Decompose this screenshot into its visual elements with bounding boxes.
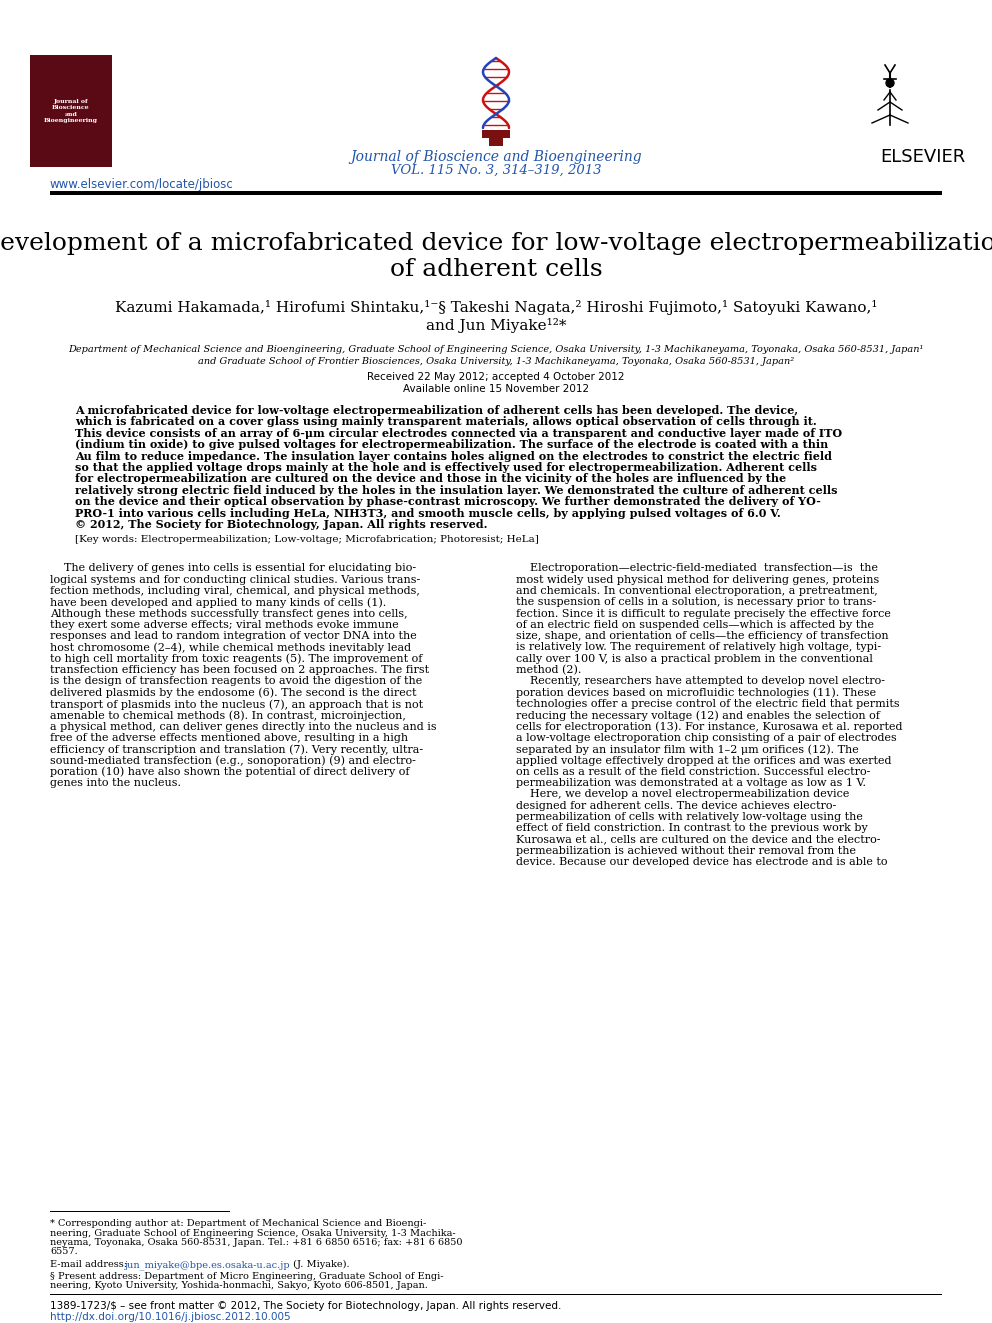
Text: E-mail address:: E-mail address: [50,1259,130,1269]
Text: fection methods, including viral, chemical, and physical methods,: fection methods, including viral, chemic… [50,586,420,595]
Text: so that the applied voltage drops mainly at the hole and is effectively used for: so that the applied voltage drops mainly… [75,462,817,474]
Text: VOL. 115 No. 3, 314–319, 2013: VOL. 115 No. 3, 314–319, 2013 [391,164,601,177]
Text: delivered plasmids by the endosome (6). The second is the direct: delivered plasmids by the endosome (6). … [50,688,417,699]
Text: poration devices based on microfluidic technologies (11). These: poration devices based on microfluidic t… [516,688,876,699]
Text: permeabilization was demonstrated at a voltage as low as 1 V.: permeabilization was demonstrated at a v… [516,778,866,789]
Text: ELSEVIER: ELSEVIER [880,148,965,165]
Text: www.elsevier.com/locate/jbiosc: www.elsevier.com/locate/jbiosc [50,179,234,191]
Text: Development of a microfabricated device for low-voltage electropermeabilization: Development of a microfabricated device … [0,232,992,255]
Text: responses and lead to random integration of vector DNA into the: responses and lead to random integration… [50,631,417,642]
Text: Department of Mechanical Science and Bioengineering, Graduate School of Engineer: Department of Mechanical Science and Bio… [68,345,924,355]
Text: have been developed and applied to many kinds of cells (1).: have been developed and applied to many … [50,597,386,607]
Text: of an electric field on suspended cells—which is affected by the: of an electric field on suspended cells—… [516,620,874,630]
Text: cells for electroporation (13). For instance, Kurosawa et al. reported: cells for electroporation (13). For inst… [516,721,903,732]
Text: device. Because our developed device has electrode and is able to: device. Because our developed device has… [516,857,888,867]
Text: 1389-1723/$ – see front matter © 2012, The Society for Biotechnology, Japan. All: 1389-1723/$ – see front matter © 2012, T… [50,1301,561,1311]
Text: and chemicals. In conventional electroporation, a pretreatment,: and chemicals. In conventional electropo… [516,586,878,595]
Text: Available online 15 November 2012: Available online 15 November 2012 [403,384,589,394]
Text: poration (10) have also shown the potential of direct delivery of: poration (10) have also shown the potent… [50,767,410,778]
Text: permeabilization is achieved without their removal from the: permeabilization is achieved without the… [516,845,856,856]
Bar [30,56,112,167]
Text: technologies offer a precise control of the electric field that permits: technologies offer a precise control of … [516,699,900,709]
Text: The delivery of genes into cells is essential for elucidating bio-: The delivery of genes into cells is esse… [50,564,416,573]
Text: for electropermeabilization are cultured on the device and those in the vicinity: for electropermeabilization are cultured… [75,474,786,484]
Text: free of the adverse effects mentioned above, resulting in a high: free of the adverse effects mentioned ab… [50,733,408,744]
Text: a low-voltage electroporation chip consisting of a pair of electrodes: a low-voltage electroporation chip consi… [516,733,897,744]
Text: Kurosawa et al., cells are cultured on the device and the electro-: Kurosawa et al., cells are cultured on t… [516,835,881,844]
Text: on the device and their optical observation by phase-contrast microscopy. We fur: on the device and their optical observat… [75,496,820,507]
Bar [482,130,510,138]
Text: size, shape, and orientation of cells—the efficiency of transfection: size, shape, and orientation of cells—th… [516,631,889,642]
Bar [50,191,942,194]
Text: neering, Kyoto University, Yoshida-honmachi, Sakyo, Kyoto 606-8501, Japan.: neering, Kyoto University, Yoshida-honma… [50,1282,428,1290]
Text: to high cell mortality from toxic reagents (5). The improvement of: to high cell mortality from toxic reagen… [50,654,423,664]
Text: they exert some adverse effects; viral methods evoke immune: they exert some adverse effects; viral m… [50,620,399,630]
Text: separated by an insulator film with 1–2 μm orifices (12). The: separated by an insulator film with 1–2 … [516,745,859,754]
Text: on cells as a result of the field constriction. Successful electro-: on cells as a result of the field constr… [516,767,870,777]
Text: Electroporation—electric-field-mediated  transfection—is  the: Electroporation—electric-field-mediated … [516,564,878,573]
Bar [489,138,503,146]
Text: Recently, researchers have attempted to develop novel electro-: Recently, researchers have attempted to … [516,676,885,687]
Text: effect of field constriction. In contrast to the previous work by: effect of field constriction. In contras… [516,823,868,833]
Text: relatively strong electric field induced by the holes in the insulation layer. W: relatively strong electric field induced… [75,484,837,496]
Text: neering, Graduate School of Engineering Science, Osaka University, 1-3 Machika-: neering, Graduate School of Engineering … [50,1229,455,1237]
Text: cally over 100 V, is also a practical problem in the conventional: cally over 100 V, is also a practical pr… [516,654,873,664]
Text: § Present address: Department of Micro Engineering, Graduate School of Engi-: § Present address: Department of Micro E… [50,1271,443,1281]
Text: This device consists of an array of 6-μm circular electrodes connected via a tra: This device consists of an array of 6-μm… [75,427,842,439]
Text: Journal of
Bioscience
and
Bioengineering: Journal of Bioscience and Bioengineering [44,99,98,123]
Text: is relatively low. The requirement of relatively high voltage, typi-: is relatively low. The requirement of re… [516,643,881,652]
Text: PRO-1 into various cells including HeLa, NIH3T3, and smooth muscle cells, by app: PRO-1 into various cells including HeLa,… [75,508,781,519]
Text: a physical method, can deliver genes directly into the nucleus and is: a physical method, can deliver genes dir… [50,721,436,732]
Text: A microfabricated device for low-voltage electropermeabilization of adherent cel: A microfabricated device for low-voltage… [75,405,799,415]
Text: reducing the necessary voltage (12) and enables the selection of: reducing the necessary voltage (12) and … [516,710,880,721]
Text: applied voltage effectively dropped at the orifices and was exerted: applied voltage effectively dropped at t… [516,755,892,766]
Text: which is fabricated on a cover glass using mainly transparent materials, allows : which is fabricated on a cover glass usi… [75,417,816,427]
Text: neyama, Toyonaka, Osaka 560-8531, Japan. Tel.: +81 6 6850 6516; fax: +81 6 6850: neyama, Toyonaka, Osaka 560-8531, Japan.… [50,1238,462,1248]
Circle shape [886,79,894,87]
Text: and Graduate School of Frontier Biosciences, Osaka University, 1-3 Machikaneyama: and Graduate School of Frontier Bioscien… [198,357,794,366]
Text: sound-mediated transfection (e.g., sonoporation) (9) and electro-: sound-mediated transfection (e.g., sonop… [50,755,416,766]
Text: © 2012, The Society for Biotechnology, Japan. All rights reserved.: © 2012, The Society for Biotechnology, J… [75,519,487,531]
Text: Received 22 May 2012; accepted 4 October 2012: Received 22 May 2012; accepted 4 October… [367,372,625,382]
Text: http://dx.doi.org/10.1016/j.jbiosc.2012.10.005: http://dx.doi.org/10.1016/j.jbiosc.2012.… [50,1312,291,1322]
Text: of adherent cells: of adherent cells [390,258,602,280]
Text: Au film to reduce impedance. The insulation layer contains holes aligned on the : Au film to reduce impedance. The insulat… [75,451,832,462]
Text: Journal of Bioscience and Bioengineering: Journal of Bioscience and Bioengineering [350,149,642,164]
Text: Although these methods successfully transfect genes into cells,: Although these methods successfully tran… [50,609,408,619]
Text: Kazumi Hakamada,¹ Hirofumi Shintaku,¹⁻§ Takeshi Nagata,² Hiroshi Fujimoto,¹ Sato: Kazumi Hakamada,¹ Hirofumi Shintaku,¹⁻§ … [115,300,877,315]
Text: transport of plasmids into the nucleus (7), an approach that is not: transport of plasmids into the nucleus (… [50,699,424,709]
Text: Here, we develop a novel electropermeabilization device: Here, we develop a novel electropermeabi… [516,790,849,799]
Text: permeabilization of cells with relatively low-voltage using the: permeabilization of cells with relativel… [516,812,863,822]
Text: efficiency of transcription and translation (7). Very recently, ultra-: efficiency of transcription and translat… [50,745,424,754]
Text: (indium tin oxide) to give pulsed voltages for electropermeabilization. The surf: (indium tin oxide) to give pulsed voltag… [75,439,828,450]
Text: amenable to chemical methods (8). In contrast, microinjection,: amenable to chemical methods (8). In con… [50,710,406,721]
Text: [Key words: Electropermeabilization; Low-voltage; Microfabrication; Photoresist;: [Key words: Electropermeabilization; Low… [75,536,539,544]
Text: genes into the nucleus.: genes into the nucleus. [50,778,181,789]
Text: is the design of transfection reagents to avoid the digestion of the: is the design of transfection reagents t… [50,676,423,687]
Text: transfection efficiency has been focused on 2 approaches. The first: transfection efficiency has been focused… [50,665,430,675]
Text: host chromosome (2–4), while chemical methods inevitably lead: host chromosome (2–4), while chemical me… [50,643,411,654]
Text: jun_miyake@bpe.es.osaka-u.ac.jp: jun_miyake@bpe.es.osaka-u.ac.jp [125,1259,291,1270]
Text: 6557.: 6557. [50,1248,77,1257]
Text: (J. Miyake).: (J. Miyake). [290,1259,349,1269]
Text: most widely used physical method for delivering genes, proteins: most widely used physical method for del… [516,574,879,585]
Text: and Jun Miyake¹²*: and Jun Miyake¹²* [426,318,566,333]
Text: fection. Since it is difficult to regulate precisely the effective force: fection. Since it is difficult to regula… [516,609,891,619]
Text: designed for adherent cells. The device achieves electro-: designed for adherent cells. The device … [516,800,836,811]
Text: method (2).: method (2). [516,665,581,676]
Text: * Corresponding author at: Department of Mechanical Science and Bioengi-: * Corresponding author at: Department of… [50,1218,427,1228]
Text: logical systems and for conducting clinical studies. Various trans-: logical systems and for conducting clini… [50,574,421,585]
Text: the suspension of cells in a solution, is necessary prior to trans-: the suspension of cells in a solution, i… [516,597,876,607]
